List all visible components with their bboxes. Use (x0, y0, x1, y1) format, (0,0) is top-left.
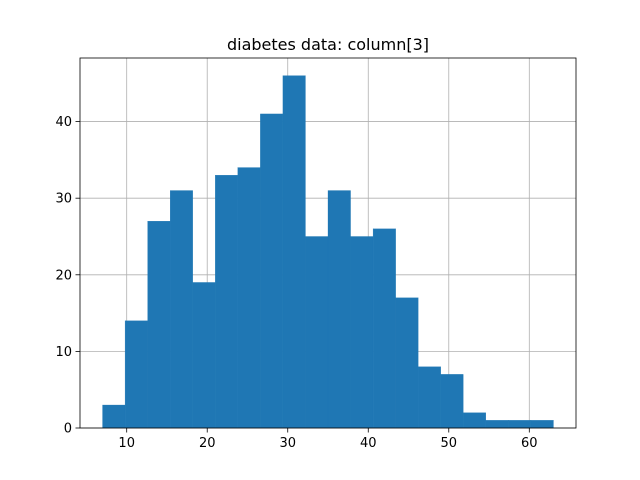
histogram-bar-9 (305, 236, 329, 429)
histogram-bar-4 (192, 282, 216, 429)
histogram-bar-13 (395, 297, 419, 429)
y-tick-label: 0 (64, 422, 72, 437)
bars-layer (102, 75, 554, 429)
histogram-bar-12 (372, 228, 396, 429)
y-axis-ticks: 0 10 20 30 40 (55, 115, 80, 437)
y-tick-label: 20 (55, 268, 72, 283)
histogram-bar-3 (170, 190, 193, 429)
histogram-bar-7 (260, 113, 284, 429)
histogram-bar-1 (124, 320, 148, 429)
histogram-bar-6 (237, 167, 261, 429)
histogram-bar-2 (147, 221, 171, 429)
plot-frame (79, 57, 577, 429)
histogram-bar-16 (463, 412, 486, 429)
chart-title: diabetes data: column[3] (227, 35, 429, 54)
histogram-bar-8 (282, 75, 306, 429)
x-tick-label: 30 (279, 436, 296, 451)
y-tick-label: 40 (55, 115, 72, 130)
histogram-bar-10 (327, 190, 351, 429)
x-tick-label: 60 (521, 436, 538, 451)
x-tick-label: 40 (360, 436, 377, 451)
histogram-bar-11 (350, 236, 374, 429)
histogram-bar-15 (440, 374, 464, 429)
x-tick-label: 10 (118, 436, 135, 451)
y-tick-label: 10 (55, 345, 72, 360)
histogram-bar-19 (530, 420, 554, 429)
histogram-bar-14 (418, 366, 441, 429)
axes-frame (79, 57, 577, 429)
y-tick-label: 30 (55, 192, 72, 207)
histogram-bar-17 (485, 420, 509, 429)
histogram-bar-18 (508, 420, 532, 429)
x-axis-ticks: 10 20 30 40 50 60 (118, 428, 538, 451)
histogram-bar-0 (102, 404, 126, 429)
histogram-bar-5 (215, 175, 238, 429)
x-tick-label: 20 (199, 436, 216, 451)
x-tick-label: 50 (441, 436, 458, 451)
